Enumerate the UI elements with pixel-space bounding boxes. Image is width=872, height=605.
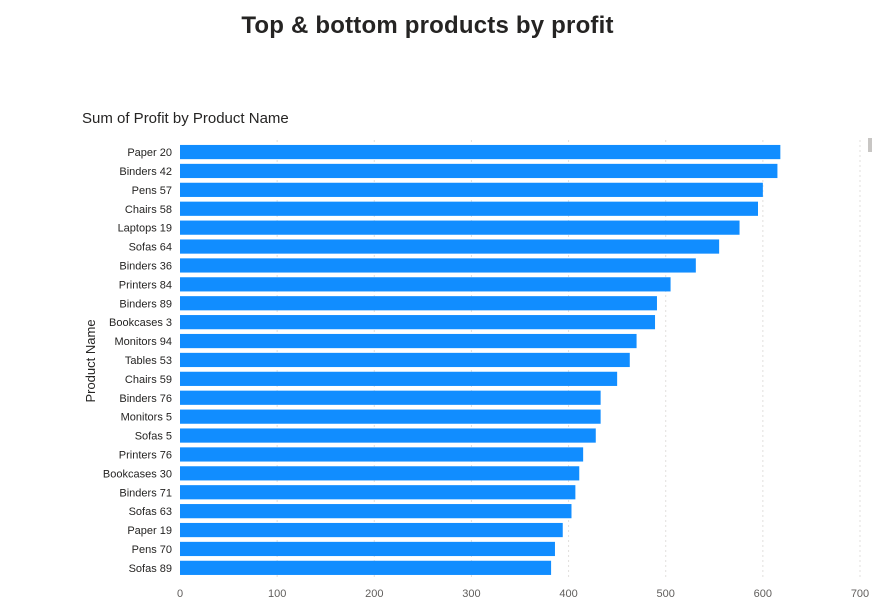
bar[interactable] — [180, 296, 657, 311]
category-label: Bookcases 3 — [109, 317, 172, 329]
category-label: Sofas 64 — [129, 242, 172, 254]
category-label: Binders 42 — [119, 166, 172, 178]
category-label: Chairs 59 — [125, 374, 172, 386]
category-label: Binders 89 — [119, 298, 172, 310]
category-label: Binders 71 — [119, 487, 172, 499]
category-label: Pens 70 — [132, 544, 172, 556]
category-label: Laptops 19 — [118, 223, 172, 235]
category-label: Pens 57 — [132, 185, 172, 197]
bar[interactable] — [180, 239, 720, 254]
x-tick-label: 700 — [851, 588, 869, 600]
bar[interactable] — [180, 522, 563, 538]
category-label: Tables 53 — [125, 355, 172, 367]
bars — [180, 144, 781, 575]
x-tick-labels: 0 100 200 300 400 500 600 700 — [177, 588, 869, 600]
x-tick-label: 200 — [365, 588, 383, 600]
scrollbar-thumb[interactable] — [868, 138, 872, 152]
bar[interactable] — [180, 163, 778, 179]
bar[interactable] — [180, 371, 618, 386]
bar[interactable] — [180, 428, 596, 443]
category-label: Binders 36 — [119, 260, 172, 272]
bar[interactable] — [180, 409, 601, 424]
bar[interactable] — [180, 144, 781, 160]
bar[interactable] — [180, 390, 601, 405]
category-label: Paper 20 — [127, 147, 172, 159]
x-tick-label: 500 — [657, 588, 675, 600]
bar[interactable] — [180, 447, 584, 462]
category-labels: Paper 20 Binders 42 Pens 57 Chairs 58 Laptop… — [103, 147, 172, 575]
bar[interactable] — [180, 560, 552, 575]
bar[interactable] — [180, 277, 671, 292]
bar[interactable] — [180, 333, 637, 349]
report-title: Top & bottom products by profit — [241, 12, 614, 39]
bar[interactable] — [180, 182, 763, 197]
category-label: Printers 76 — [119, 449, 172, 461]
x-tick-label: 300 — [462, 588, 480, 600]
category-label: Monitors 94 — [115, 336, 172, 348]
category-label: Sofas 89 — [129, 563, 172, 575]
bar[interactable] — [180, 485, 576, 500]
bar[interactable] — [180, 220, 740, 235]
x-tick-label: 600 — [754, 588, 772, 600]
bar[interactable] — [180, 541, 555, 557]
category-label: Bookcases 30 — [103, 468, 172, 480]
bar[interactable] — [180, 466, 580, 481]
category-label: Binders 76 — [119, 393, 172, 405]
category-label: Printers 84 — [119, 279, 172, 291]
bar[interactable] — [180, 504, 572, 519]
category-label: Paper 19 — [127, 525, 172, 537]
y-axis-title: Product Name — [83, 319, 98, 402]
category-label: Sofas 5 — [135, 431, 172, 443]
category-label: Chairs 58 — [125, 204, 172, 216]
bar[interactable] — [180, 201, 758, 216]
chart-title: Sum of Profit by Product Name — [82, 110, 289, 127]
category-label: Monitors 5 — [121, 412, 172, 424]
category-label: Sofas 63 — [129, 506, 172, 518]
bar[interactable] — [180, 258, 696, 273]
x-tick-label: 100 — [268, 588, 286, 600]
x-tick-label: 400 — [559, 588, 577, 600]
bar[interactable] — [180, 315, 656, 330]
bar[interactable] — [180, 352, 630, 368]
x-tick-label: 0 — [177, 588, 183, 600]
